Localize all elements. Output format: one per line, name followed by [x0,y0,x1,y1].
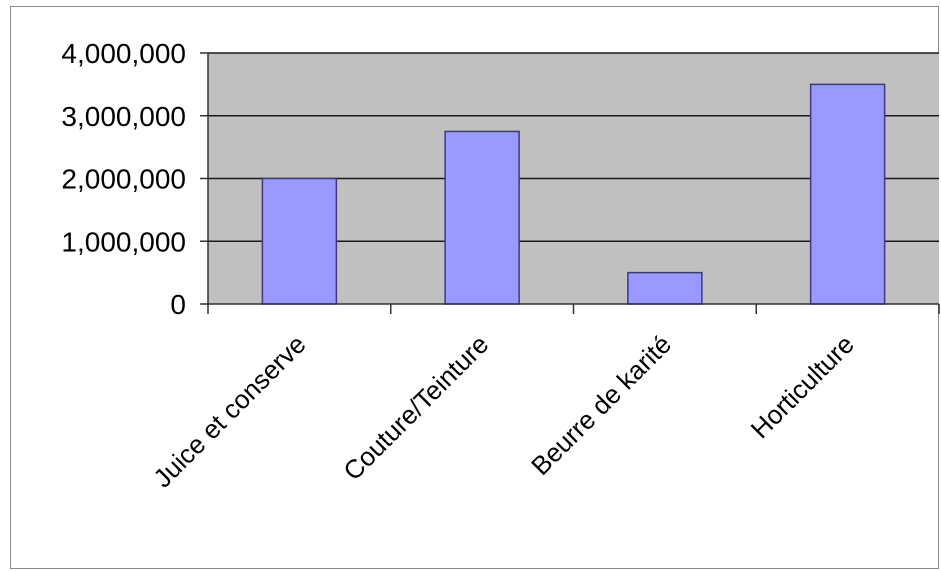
bars [261,83,886,305]
y-tick-label: 1,000,000 [61,226,186,257]
bar [261,177,338,305]
x-tick-label: Juice et conserve [147,329,311,493]
y-tick-label: 2,000,000 [61,164,186,195]
x-axis: Juice et conserve Couture/Teinture Beurre … [147,303,940,493]
y-tick-label: 3,000,000 [61,101,186,132]
bar [444,130,520,305]
y-tick-label: 4,000,000 [61,38,186,69]
x-tick-label: Horticulture [745,329,860,444]
y-axis: 0 1,000,000 2,000,000 3,000,000 4,000,000 [61,38,209,320]
y-tick-label: 0 [170,289,186,320]
x-tick-label: Couture/Teinture [337,329,494,486]
x-tick-label: Beurre de karité [525,329,677,481]
bar [809,83,886,305]
bar [627,271,703,305]
